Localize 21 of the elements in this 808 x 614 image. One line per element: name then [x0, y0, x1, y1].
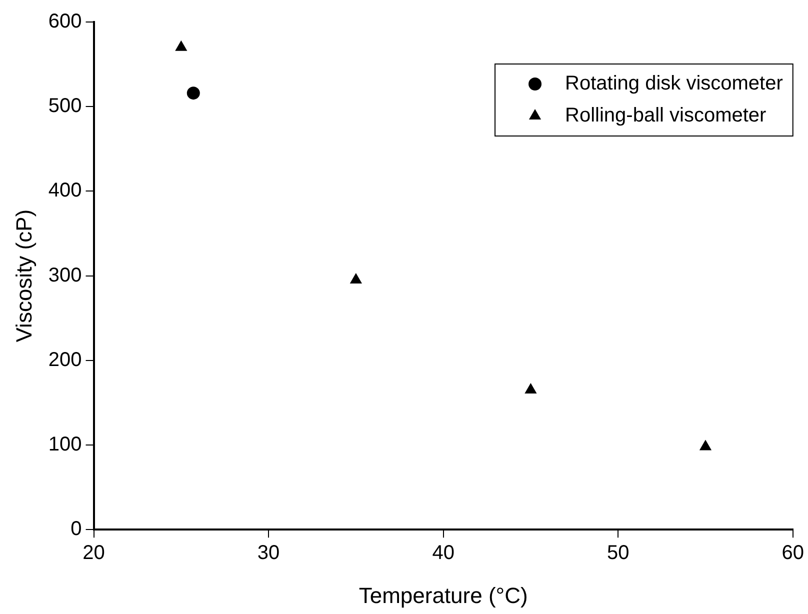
x-axis-title: Temperature (°C) — [358, 582, 528, 608]
y-tick-label: 600 — [48, 10, 82, 33]
y-tick-label: 300 — [48, 264, 82, 286]
point — [186, 86, 200, 100]
point — [525, 384, 536, 394]
y-tick-label: 400 — [48, 180, 82, 202]
y-tick-label: 100 — [48, 434, 82, 456]
point — [700, 440, 712, 450]
legend-label: Rotating disk viscometer — [565, 72, 784, 95]
point — [175, 40, 187, 51]
x-tick-label: 20 — [82, 542, 105, 564]
legend-label: Rolling-ball viscometer — [565, 104, 767, 127]
x-tick-label: 30 — [257, 542, 280, 564]
y-tick-label: 200 — [48, 348, 82, 371]
y-tick-label: 0 — [70, 518, 82, 540]
point — [350, 274, 362, 284]
y-axis-title: Viscosity (cP) — [11, 209, 36, 342]
y-tick-label: 500 — [48, 95, 82, 118]
x-tick-label: 40 — [432, 542, 454, 564]
x-tick-label: 60 — [782, 542, 804, 564]
x-tick-label: 50 — [606, 542, 630, 564]
